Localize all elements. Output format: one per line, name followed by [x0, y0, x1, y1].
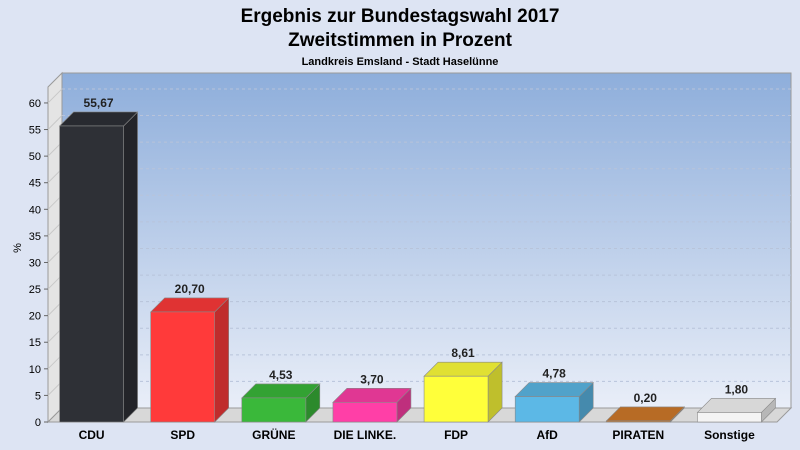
y-tick-label: 15 [29, 337, 41, 349]
y-tick-label: 40 [29, 204, 41, 216]
category-label: GRÜNE [252, 427, 295, 442]
value-label: 8,61 [451, 346, 475, 360]
bar-front [150, 311, 215, 423]
y-tick-label: 35 [29, 231, 41, 243]
y-axis-label: % [12, 243, 24, 253]
value-label: 4,53 [269, 368, 293, 382]
bar-top [605, 406, 686, 422]
category-label: PIRATEN [612, 428, 664, 442]
bar-front [514, 396, 580, 423]
bar-grüne: 4,53 [241, 368, 321, 423]
y-tick-label: 60 [29, 98, 41, 110]
y-tick-label: 0 [35, 417, 41, 429]
category-label: SPD [170, 428, 195, 442]
bar-front [697, 412, 762, 423]
bar-sonstige: 1,80 [696, 382, 777, 423]
bar-front [241, 397, 307, 423]
y-tick-label: 5 [35, 390, 41, 402]
category-label: DIE LINKE. [334, 428, 397, 442]
bar-side [123, 111, 138, 423]
bar-front [59, 125, 124, 423]
value-label: 55,67 [84, 96, 114, 110]
y-tick-label: 55 [29, 125, 41, 137]
gridline-side [47, 115, 63, 130]
value-label: 3,70 [360, 372, 384, 386]
value-label: 1,80 [725, 382, 749, 396]
value-label: 4,78 [543, 367, 567, 381]
y-tick-label: 20 [29, 311, 41, 323]
bar-top [423, 361, 503, 377]
bar-top [332, 388, 412, 403]
bar-front [423, 375, 489, 423]
y-tick-label: 25 [29, 284, 41, 296]
value-label: 20,70 [175, 282, 205, 296]
chart-caption: Landkreis Emsland - Stadt Haselünne [302, 56, 499, 68]
y-tick-label: 50 [29, 151, 41, 163]
y-tick-label: 10 [29, 364, 41, 376]
category-label: AfD [537, 428, 559, 442]
bar-front [332, 402, 398, 423]
y-axis-ticks: 0 5 10 15 20 25 30 35 40 45 50 55 60 [29, 98, 48, 429]
bar-spd: 20,70 [149, 282, 230, 423]
bar-fdp: 8,61 [423, 346, 503, 423]
bar-front [606, 420, 671, 423]
bar-cdu: 55,67 [58, 96, 139, 423]
bar-top [58, 111, 139, 127]
category-label: FDP [444, 428, 468, 442]
bar-top [514, 382, 594, 397]
bar-piraten: 0,20 [605, 391, 686, 423]
y-tick-label: 45 [29, 178, 41, 190]
bar-top [241, 383, 321, 399]
bar-side [214, 297, 229, 423]
category-label: CDU [79, 428, 105, 442]
bar-top [149, 297, 230, 313]
bars: 55,67 20,70 4,53 3,70 8,61 4,78 0,20 1,80 [58, 96, 777, 423]
chart-subtitle: Zweitstimmen in Prozent [288, 30, 512, 51]
bar-top [696, 398, 777, 413]
gridline-side [47, 88, 63, 104]
bar-afd: 4,78 [514, 367, 594, 423]
chart-title: Ergebnis zur Bundestagswahl 2017 [241, 6, 560, 27]
category-label: Sonstige [704, 428, 755, 442]
bar-die-linke: 3,70 [332, 372, 412, 423]
category-labels: CDU SPD GRÜNE DIE LINKE. FDP AfD PIRATEN Sonsti… [79, 427, 756, 442]
value-label: 0,20 [634, 391, 658, 405]
y-tick-label: 30 [29, 257, 41, 269]
